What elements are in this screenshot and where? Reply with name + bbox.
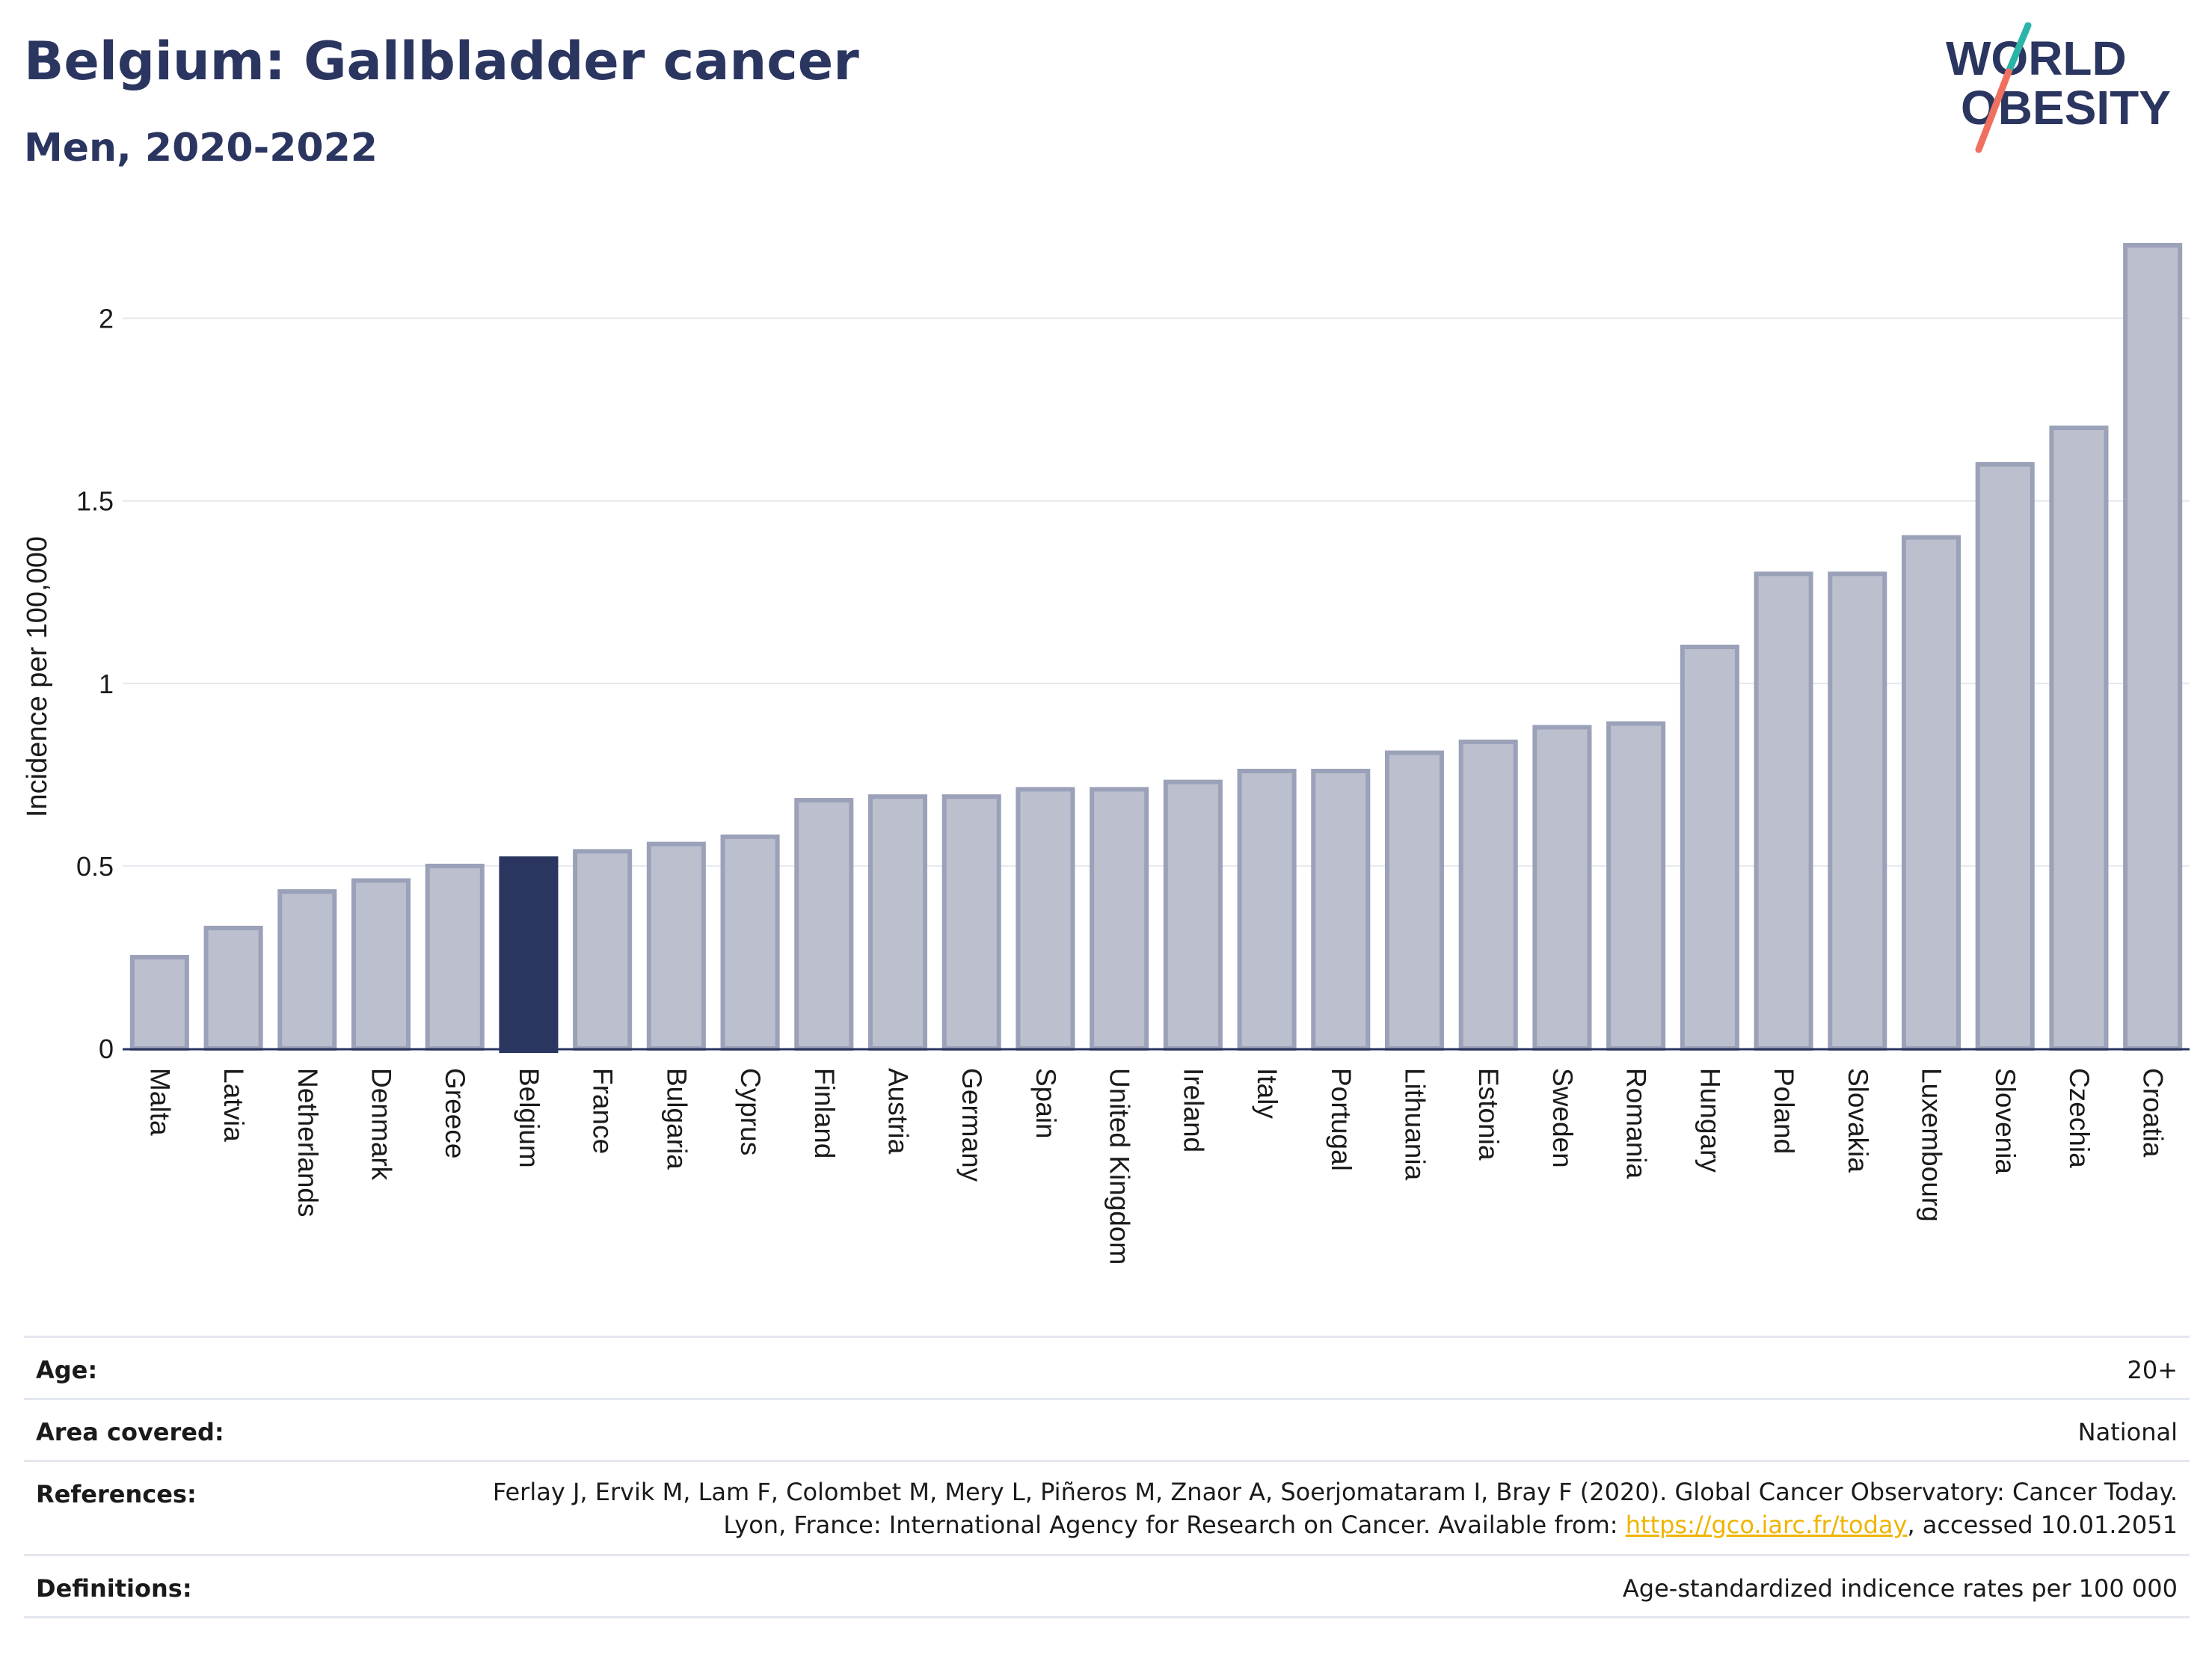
- x-tick-label: Portugal: [1326, 1068, 1357, 1171]
- y-axis-label: Incidence per 100,000: [22, 536, 53, 817]
- area-value: National: [2077, 1418, 2178, 1446]
- references-label: References:: [36, 1480, 197, 1508]
- bar-france: [573, 849, 633, 1051]
- x-tick-label: Netherlands: [292, 1068, 323, 1218]
- x-tick-label: Czechia: [2064, 1068, 2095, 1168]
- x-tick-label: Finland: [809, 1068, 840, 1158]
- bar-bulgaria: [646, 841, 706, 1051]
- meta-row-references: References: Ferlay J, Ervik M, Lam F, Co…: [24, 1462, 2190, 1556]
- meta-row-area: Area covered: National: [24, 1400, 2190, 1462]
- bar-slovenia: [1975, 461, 2035, 1051]
- x-tick-label: Spain: [1030, 1068, 1061, 1139]
- bar-netherlands: [277, 889, 337, 1051]
- x-axis-labels: Malta Latvia Netherlands Denmark Greece Belgi…: [144, 1068, 2168, 1265]
- x-tick-label: Poland: [1769, 1068, 1799, 1154]
- bar-portugal: [1311, 768, 1371, 1051]
- bar-finland: [794, 798, 854, 1051]
- x-tick-label: Cyprus: [735, 1068, 766, 1155]
- x-tick-label: Latvia: [218, 1068, 249, 1142]
- x-tick-label: Slovakia: [1843, 1068, 1873, 1173]
- references-accessed: , accessed 10.01.2051: [1907, 1511, 2178, 1539]
- x-tick-label: Bulgaria: [661, 1068, 692, 1170]
- x-tick-label: Malta: [144, 1068, 175, 1136]
- y-tick-label: 0: [99, 1034, 114, 1064]
- logo-slash-teal: [2005, 22, 2032, 76]
- bar-chart: 0 0.5 1 1.5 2 Malta Latvia Netherlands Denmark G…: [22, 243, 2190, 1265]
- x-tick-label: Lithuania: [1400, 1068, 1431, 1181]
- bar-sweden: [1532, 725, 1592, 1051]
- metadata-table: Age: 20+ Area covered: National Referenc…: [24, 1336, 2190, 1622]
- x-tick-label: Greece: [440, 1068, 470, 1158]
- bar-latvia: [203, 925, 263, 1051]
- bar-slovakia: [1828, 571, 1887, 1051]
- chart-title: Belgium: Gallbladder cancer: [24, 31, 859, 92]
- references-value: Ferlay J, Ervik M, Lam F, Colombet M, Me…: [458, 1476, 2178, 1541]
- x-tick-label: Italy: [1252, 1068, 1282, 1119]
- y-tick-label: 2: [99, 304, 114, 334]
- logo-text-world: WORLD: [1946, 31, 2127, 85]
- bar-belgium: [499, 856, 559, 1053]
- references-text: Ferlay J, Ervik M, Lam F, Colombet M, Me…: [492, 1478, 2178, 1539]
- bar-united-kingdom: [1090, 787, 1149, 1051]
- x-tick-label: Luxembourg: [1917, 1068, 1947, 1222]
- x-tick-label: France: [588, 1068, 618, 1154]
- world-obesity-logo: WORLD OBESITY: [1946, 22, 2171, 153]
- y-tick-label: 0.5: [76, 851, 114, 882]
- bar-croatia: [2123, 243, 2183, 1051]
- definitions-label: Definitions:: [36, 1574, 192, 1603]
- bar-estonia: [1458, 739, 1518, 1051]
- bars: [129, 243, 2183, 1053]
- bar-poland: [1754, 571, 1813, 1051]
- x-tick-label: Croatia: [2138, 1068, 2169, 1158]
- x-tick-label: Germany: [956, 1068, 987, 1182]
- bar-romania: [1606, 721, 1666, 1051]
- bar-austria: [867, 794, 928, 1051]
- x-tick-label: Austria: [883, 1068, 914, 1155]
- meta-row-age: Age: 20+: [24, 1338, 2190, 1400]
- bar-greece: [425, 863, 485, 1051]
- bar-denmark: [351, 878, 411, 1051]
- x-tick-label: Sweden: [1547, 1068, 1578, 1168]
- meta-row-definitions: Definitions: Age-standardized indicence …: [24, 1556, 2190, 1618]
- y-tick-label: 1: [99, 669, 114, 699]
- bar-luxembourg: [1901, 535, 1961, 1051]
- x-tick-label: Ireland: [1178, 1068, 1208, 1152]
- bar-cyprus: [720, 834, 780, 1051]
- age-label: Age:: [36, 1356, 98, 1384]
- x-tick-label: United Kingdom: [1105, 1068, 1135, 1265]
- bar-ireland: [1163, 779, 1223, 1051]
- definitions-value: Age-standardized indicence rates per 100…: [1622, 1574, 2178, 1603]
- y-axis-ticks: 0 0.5 1 1.5 2: [76, 304, 114, 1064]
- x-tick-label: Belgium: [514, 1068, 544, 1168]
- logo-slash-coral: [1975, 68, 2012, 153]
- x-tick-label: Estonia: [1473, 1068, 1504, 1161]
- references-link[interactable]: https://gco.iarc.fr/today: [1625, 1511, 1908, 1539]
- x-tick-label: Slovenia: [1990, 1068, 2021, 1174]
- bar-italy: [1237, 768, 1297, 1051]
- y-tick-label: 1.5: [76, 486, 114, 517]
- bar-malta: [129, 954, 189, 1051]
- x-tick-label: Hungary: [1695, 1068, 1725, 1173]
- chart-subtitle: Men, 2020-2022: [24, 126, 378, 171]
- bar-hungary: [1680, 645, 1739, 1051]
- bar-czechia: [2049, 426, 2109, 1051]
- area-label: Area covered:: [36, 1418, 224, 1446]
- x-tick-label: Romania: [1621, 1068, 1652, 1179]
- x-tick-label: Denmark: [366, 1068, 397, 1181]
- age-value: 20+: [2127, 1356, 2178, 1384]
- bar-spain: [1016, 787, 1075, 1051]
- bar-germany: [941, 794, 1001, 1051]
- bar-lithuania: [1384, 750, 1445, 1051]
